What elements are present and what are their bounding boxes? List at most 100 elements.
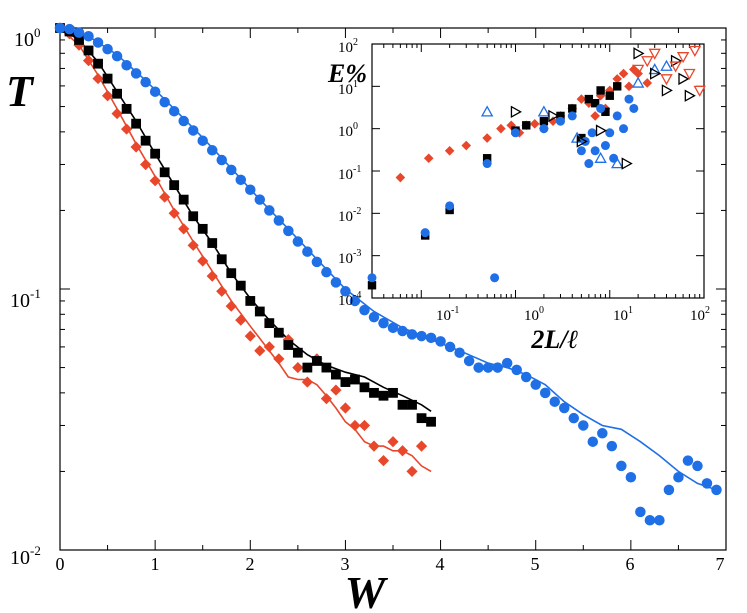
inset-red-diamond-point: [529, 119, 540, 129]
inset-axis-ticks: [371, 43, 705, 299]
main-y-tick-label: 100: [14, 25, 41, 51]
blue-circle-point: [283, 225, 294, 237]
blue-circle-point: [83, 30, 94, 42]
blue-circle-point: [444, 341, 456, 353]
red-diamond-point: [178, 223, 190, 235]
inset-blue-circle-point: [629, 103, 639, 113]
blue-circle-point: [492, 362, 503, 373]
red-diamond-point: [349, 419, 361, 432]
inset-blue-circle-point: [605, 128, 615, 138]
inset-red-diamond-point: [624, 81, 634, 92]
blue-circle-point: [226, 164, 237, 176]
red-diamond-point: [377, 455, 390, 467]
inset-blue-circle-point: [600, 141, 610, 151]
blue-circle-point: [254, 194, 266, 205]
black-square-point: [302, 362, 313, 373]
inset-black-square-point: [556, 111, 565, 121]
inset-red-diamond-point: [548, 116, 558, 127]
blue-circle-point: [330, 277, 342, 288]
inset-y-tick-label: 10-1: [338, 164, 361, 183]
inset-red-diamond-point: [618, 68, 629, 79]
black-square-point: [83, 45, 94, 56]
main-y-tick-labels: 100 10-1 10-2: [10, 25, 41, 569]
inset-blue-circle-point: [596, 103, 606, 113]
red-diamond-point: [149, 175, 161, 187]
inset-red-triangles-down-point: [693, 85, 706, 97]
inset-blue-circle-point: [590, 146, 600, 156]
blue-circle-point: [682, 455, 694, 466]
blue-circle-point: [597, 428, 608, 439]
inset-black-square-point: [613, 82, 622, 91]
blue-circle-point: [539, 387, 551, 399]
blue-circle-point: [359, 304, 370, 316]
inset-blue-circle-point: [567, 111, 577, 121]
blue-circle-point: [454, 347, 465, 358]
red-diamond-point: [358, 419, 371, 432]
blue-circle-point: [435, 336, 446, 347]
black-square-point: [321, 362, 332, 373]
red-diamond-point: [387, 436, 399, 448]
red-diamond-point: [168, 207, 180, 219]
blue-circle-point: [149, 86, 161, 97]
black-square-point: [178, 194, 189, 205]
red-diamond-point: [206, 270, 218, 282]
inset-black-square-point: [596, 86, 605, 95]
red-diamond-point: [244, 330, 256, 342]
inset-blue-circle-point: [587, 128, 597, 138]
inset-y-axis-label: E%: [327, 59, 367, 88]
inset-black-square-point: [367, 281, 377, 290]
black-square-point: [102, 73, 113, 84]
main-x-tick-label: 2: [246, 554, 255, 574]
inset-black-triangles-right-point: [661, 84, 673, 97]
inset-red-triangles-down-point: [660, 74, 673, 86]
inset-y-tick-labels: 102 101 100 10-1 10-2 10-3 10-4: [338, 37, 361, 309]
inset-x-tick-labels: 10-1 100 101 102: [436, 305, 710, 324]
inset-red-diamond-point: [590, 111, 600, 121]
red-diamond-point: [330, 384, 342, 396]
blue-circle-point: [644, 515, 656, 526]
inset-red-triangles-down-point: [676, 52, 690, 64]
blue-circle-point: [663, 484, 675, 496]
black-square-point: [397, 399, 408, 410]
inset-blue-circle-point: [420, 228, 430, 238]
black-square-point: [131, 118, 142, 129]
inset-red-diamond-point: [423, 153, 434, 164]
blue-circle-point: [511, 364, 522, 376]
main-x-tick-label: 4: [436, 554, 445, 574]
inset-y-tick-label: 101: [338, 79, 358, 98]
black-square-point: [369, 387, 379, 398]
main-y-tick-label: 10-1: [10, 286, 41, 312]
blue-circle-point: [368, 311, 380, 323]
red-diamond-point: [130, 141, 142, 153]
blue-circle-point: [130, 68, 142, 79]
inset-red-triangles-down-point: [631, 64, 645, 76]
inset-red-diamond-point: [642, 78, 653, 88]
inset-blue-circles-series: [367, 94, 639, 283]
blue-circle-point: [102, 43, 113, 55]
inset-y-tick-label: 10-4: [338, 290, 361, 309]
red-diamond-point: [406, 465, 418, 478]
blue-circle-point: [92, 37, 104, 48]
red-diamond-point: [101, 90, 114, 102]
inset-black-square-point: [522, 121, 531, 130]
red-diamond-point: [82, 55, 95, 67]
blue-circle-point: [216, 154, 227, 166]
main-x-tick-label: 7: [716, 554, 725, 574]
inset-black-square-point: [568, 104, 577, 113]
red-diamond-point: [292, 361, 304, 374]
inset-y-tick-label: 10-3: [338, 248, 361, 267]
inset-red-diamond-point: [444, 146, 455, 156]
blue-circle-point: [302, 246, 313, 257]
black-square-point: [159, 167, 170, 178]
inset-y-tick-label: 100: [338, 121, 358, 140]
black-square-point: [273, 327, 284, 338]
inset-blue-triangles-up-point: [537, 105, 551, 117]
inset-black-triangles-right-point: [576, 135, 588, 148]
inset-black-triangles-right-point: [621, 157, 633, 170]
black-square-point: [216, 254, 227, 265]
blue-circle-point: [273, 215, 285, 226]
blue-circle-point: [159, 96, 170, 108]
black-square-point: [359, 382, 370, 393]
red-diamond-point: [368, 440, 380, 452]
inset-black-square-point: [601, 107, 610, 117]
